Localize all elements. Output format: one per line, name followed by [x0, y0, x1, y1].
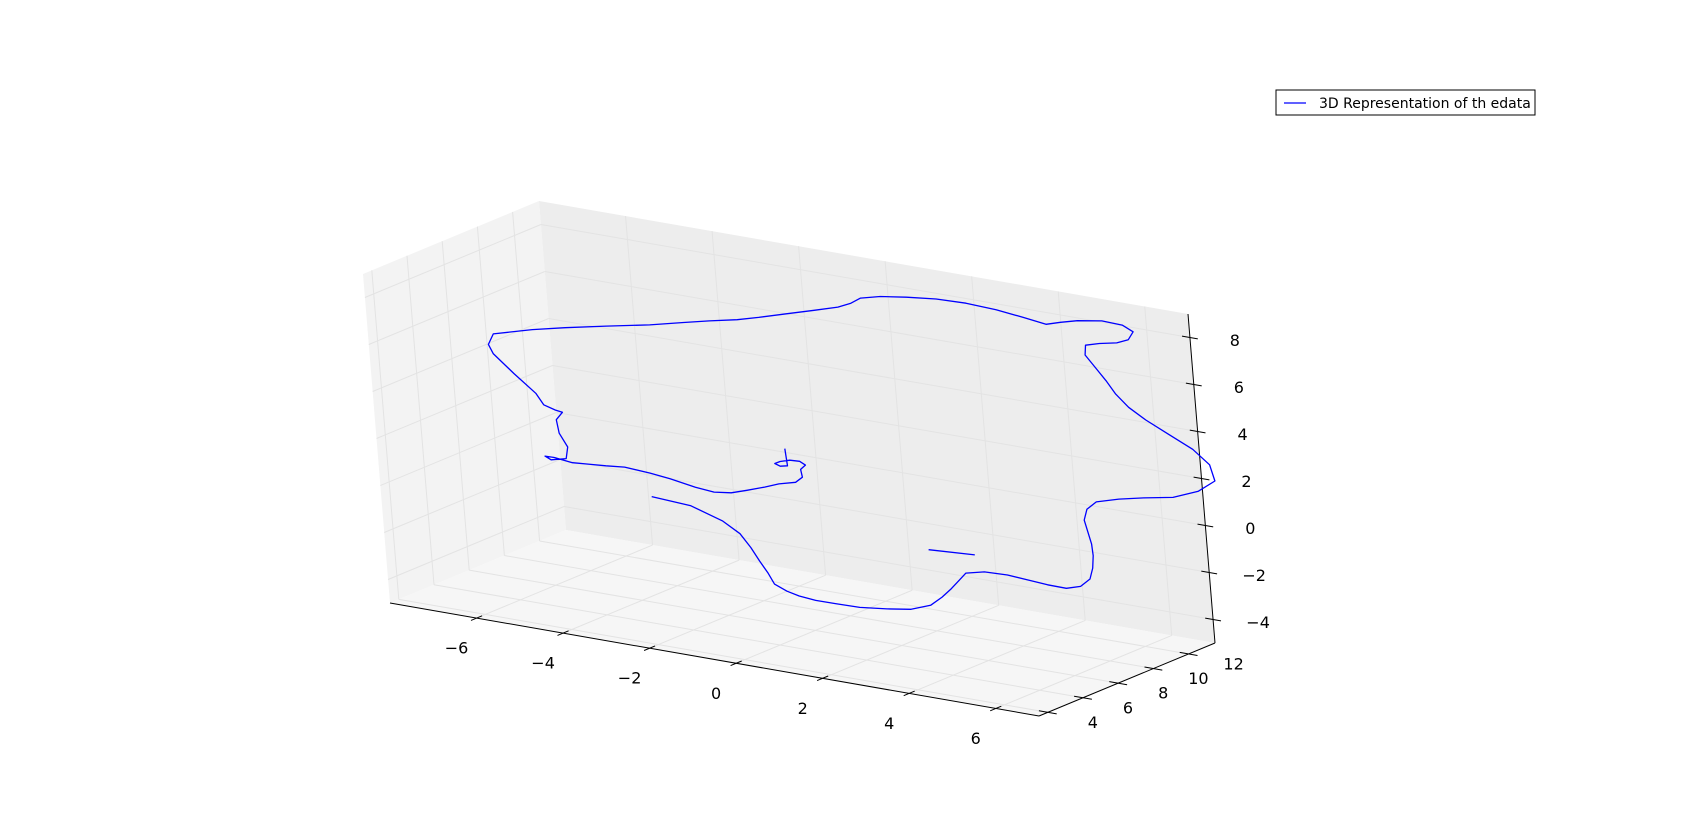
grid-line-z-back — [544, 271, 1194, 385]
plot-series — [487, 295, 1216, 610]
x-tick-mark — [557, 630, 569, 636]
z-tick-mark — [1189, 429, 1206, 434]
grid-line-x-floor — [735, 589, 913, 664]
z-tick-label: 2 — [1241, 472, 1251, 491]
x-tick-label: 2 — [798, 699, 808, 718]
z-tick-label: 0 — [1245, 519, 1255, 538]
z-tick-label: −4 — [1246, 613, 1270, 632]
axis-ticks: −6 −4 −2 0 2 4 6 4 6 8 10 12 −4 −2 0 2 4 6 8 — [445, 331, 1270, 748]
z-tick-mark — [1201, 570, 1218, 575]
z-tick-label: 6 — [1234, 378, 1244, 397]
series-line-1 — [487, 295, 1216, 610]
x-tick-label: −6 — [445, 639, 469, 658]
grid-line-z-back — [552, 365, 1202, 479]
legend-label: 3D Representation of th edata — [1319, 96, 1531, 112]
grid-line-z-left — [368, 271, 545, 345]
grid-line-y-floor — [469, 569, 1119, 684]
y-tick-mark — [1144, 666, 1163, 671]
x-tick-label: 4 — [884, 714, 894, 733]
y-tick-label: 12 — [1223, 655, 1243, 674]
y-tick-mark — [1074, 695, 1092, 700]
y-tick-label: 8 — [1158, 684, 1168, 703]
y-tick-mark — [1038, 710, 1057, 715]
legend: 3D Representation of th edata — [1275, 89, 1536, 116]
x-tick-mark — [730, 660, 742, 667]
z-tick-mark — [1181, 335, 1198, 340]
z-tick-mark — [1205, 617, 1222, 622]
x-axis-line — [389, 602, 1040, 717]
z-tick-mark — [1185, 382, 1202, 387]
grid-line-x-floor — [649, 574, 826, 649]
floor-pane — [390, 530, 1215, 716]
x-tick-mark — [990, 705, 1002, 712]
grid-line-z-left — [364, 224, 542, 298]
x-tick-mark — [470, 615, 483, 621]
x-tick-label: 6 — [971, 729, 981, 748]
z-tick-mark — [1197, 523, 1214, 528]
z-tick-label: −2 — [1242, 566, 1266, 585]
grid-line-z-left — [384, 459, 561, 533]
y-tick-label: 10 — [1188, 669, 1208, 688]
grid-line-x-floor — [995, 635, 1172, 709]
x-tick-mark — [903, 690, 915, 697]
z-tick-label: 4 — [1238, 425, 1248, 444]
series-line-2 — [928, 549, 975, 556]
grid-line-y-floor — [539, 540, 1189, 655]
z-tick-label: 8 — [1230, 331, 1240, 350]
y-tick-mark — [1179, 651, 1198, 656]
grid-line-x-floor — [822, 604, 999, 679]
y-tick-mark — [1109, 681, 1128, 686]
y-tick-label: 4 — [1088, 713, 1098, 732]
y-axis-line — [1038, 642, 1216, 717]
grid-line-z-left — [376, 365, 553, 439]
y-tick-label: 6 — [1123, 698, 1133, 717]
x-tick-mark — [816, 675, 829, 682]
grid-line-x-floor — [909, 619, 1086, 694]
grid-line-z-left — [380, 412, 557, 486]
x-tick-label: −2 — [618, 669, 642, 688]
grid-lines — [364, 211, 1214, 713]
grid-line-y-floor — [504, 555, 1154, 670]
grid-line-x-floor — [562, 559, 740, 634]
grid-line-z-back — [563, 506, 1214, 620]
x-tick-mark — [643, 645, 656, 651]
grid-line-y-floor — [398, 598, 1048, 713]
grid-line-z-left — [387, 506, 565, 580]
grid-line-z-back — [548, 318, 1198, 432]
z-tick-mark — [1193, 476, 1210, 481]
legend-frame — [1275, 89, 1536, 116]
x-tick-label: −4 — [531, 654, 555, 673]
grid-line-y-floor — [433, 584, 1084, 699]
grid-line-z-back — [540, 224, 1191, 338]
grid-line-x-floor — [476, 544, 653, 619]
x-tick-label: 0 — [711, 684, 721, 703]
grid-line-z-back — [556, 412, 1206, 526]
